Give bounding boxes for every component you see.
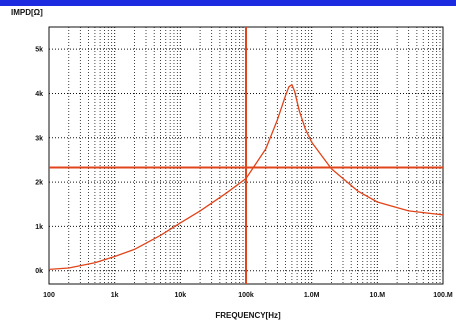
x-tick-label: 100.M [433,292,453,299]
x-tick-label: 1k [111,292,119,299]
x-tick-labels: 100 1k 10k 100k 1.0M 10.M 100.M [43,292,453,299]
y-tick-labels: 0k 1k 2k 3k 4k 5k [35,47,43,276]
y-tick-label: 1k [35,224,43,231]
title-bar [0,0,456,6]
cursor-layer [49,27,443,284]
x-tick-label: 100 [43,292,55,299]
y-tick-label: 4k [35,91,43,98]
x-tick-label: 10.M [370,292,386,299]
y-tick-label: 0k [35,268,43,275]
x-tick-label: 10k [174,292,186,299]
y-axis-label: IMPD[Ω] [11,8,43,17]
x-tick-label: 1.0M [304,292,320,299]
grid-layer [48,27,444,284]
y-tick-label: 5k [35,47,43,54]
y-tick-label: 3k [35,135,43,142]
curve-layer [48,83,444,271]
x-axis-label: FREQUENCY[Hz] [215,311,281,320]
y-tick-label: 2k [35,180,43,187]
impedance-curve [48,83,444,271]
x-tick-label: 100k [238,292,254,299]
